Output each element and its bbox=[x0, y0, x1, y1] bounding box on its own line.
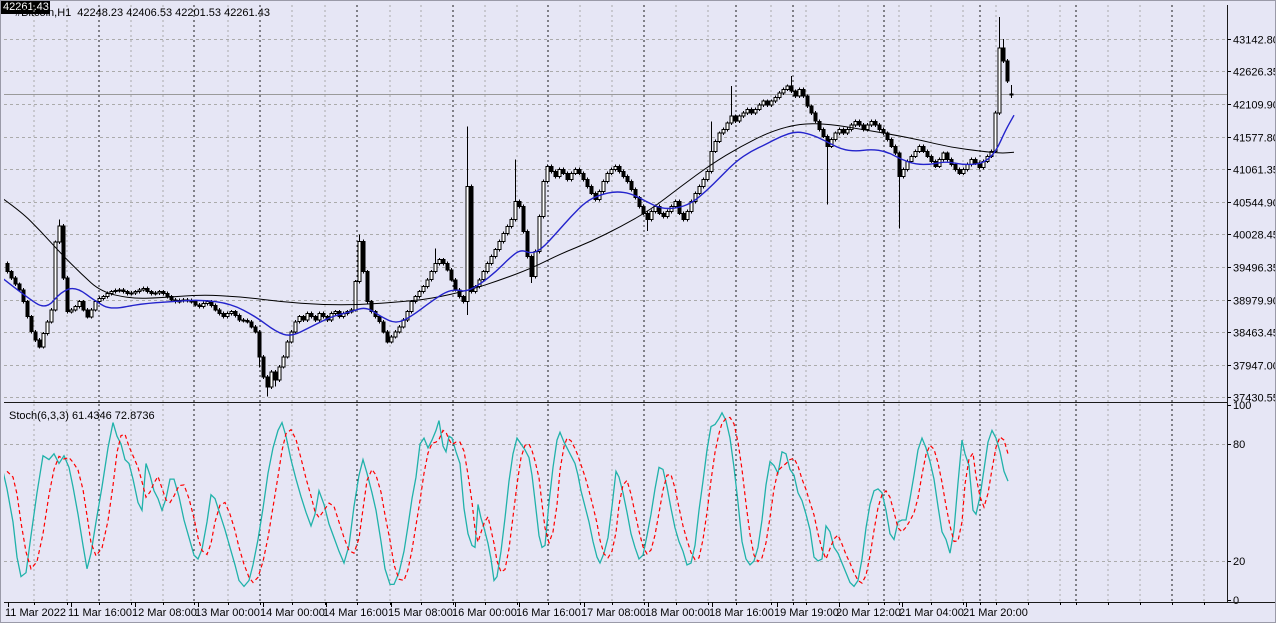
time-axis-label: 20 Mar 12:00 bbox=[836, 607, 901, 619]
ma-fast-line bbox=[4, 114, 1015, 336]
time-axis-label: 17 Mar 08:00 bbox=[581, 607, 646, 619]
price-axis-label: 37947.00 bbox=[1233, 361, 1276, 373]
price-axis-label: 40028.45 bbox=[1233, 230, 1276, 242]
chart-title: #Bitcoin,H1 42248.23 42406.53 42201.53 42… bbox=[15, 7, 270, 20]
stoch-axis-label: 0 bbox=[1233, 595, 1239, 607]
price-axis-label: 38979.90 bbox=[1233, 296, 1276, 308]
price-axis-label: 41061.35 bbox=[1233, 165, 1276, 177]
candlestick-series bbox=[5, 17, 1014, 397]
price-axis-label: 42109.90 bbox=[1233, 100, 1276, 112]
price-axis-label: 37430.55 bbox=[1233, 393, 1276, 405]
stoch-signal-line bbox=[6, 416, 1009, 584]
symbol-period-label: #Bitcoin,H1 bbox=[15, 7, 72, 19]
time-axis-label: 14 Mar 16:00 bbox=[323, 607, 388, 619]
price-axis-label: 40544.90 bbox=[1233, 198, 1276, 210]
stoch-axis-label: 100 bbox=[1233, 400, 1251, 412]
time-axis-label: 11 Mar 2022 bbox=[5, 607, 66, 619]
time-axis-label: 13 Mar 00:00 bbox=[195, 607, 260, 619]
current-price-tag: 42261.43 bbox=[1, 1, 50, 14]
title-ohlc-values: 42248.23 42406.53 42201.53 42261.43 bbox=[77, 7, 270, 19]
time-axis-label: 11 Mar 16:00 bbox=[68, 607, 132, 619]
price-axis-label: 41577.80 bbox=[1233, 133, 1276, 145]
time-axis-label: 12 Mar 08:00 bbox=[132, 607, 197, 619]
time-axis-label: 21 Mar 04:00 bbox=[899, 607, 964, 619]
stoch-main-line bbox=[4, 411, 1009, 588]
time-axis-label: 19 Mar 19:00 bbox=[774, 607, 839, 619]
price-axis-label: 43142.80 bbox=[1233, 35, 1276, 47]
time-axis-label: 15 Mar 08:00 bbox=[388, 607, 453, 619]
indicator-label: Stoch(6,3,3) 61.4346 72.8736 bbox=[9, 410, 155, 422]
time-axis-label: 16 Mar 16:00 bbox=[516, 607, 581, 619]
time-axis-label: 21 Mar 20:00 bbox=[963, 607, 1028, 619]
ma-slow-line bbox=[4, 123, 1015, 306]
price-axis-label: 38463.45 bbox=[1233, 328, 1276, 340]
time-axis-label: 14 Mar 00:00 bbox=[260, 607, 325, 619]
price-axis-label: 39496.35 bbox=[1233, 263, 1276, 275]
time-axis-label: 18 Mar 00:00 bbox=[645, 607, 710, 619]
stoch-axis-label: 80 bbox=[1233, 439, 1245, 451]
time-axis-label: 18 Mar 16:00 bbox=[709, 607, 774, 619]
time-axis-label: 16 Mar 00:00 bbox=[452, 607, 517, 619]
stoch-axis-label: 20 bbox=[1233, 556, 1245, 568]
price-axis-label: 42626.35 bbox=[1233, 67, 1276, 79]
